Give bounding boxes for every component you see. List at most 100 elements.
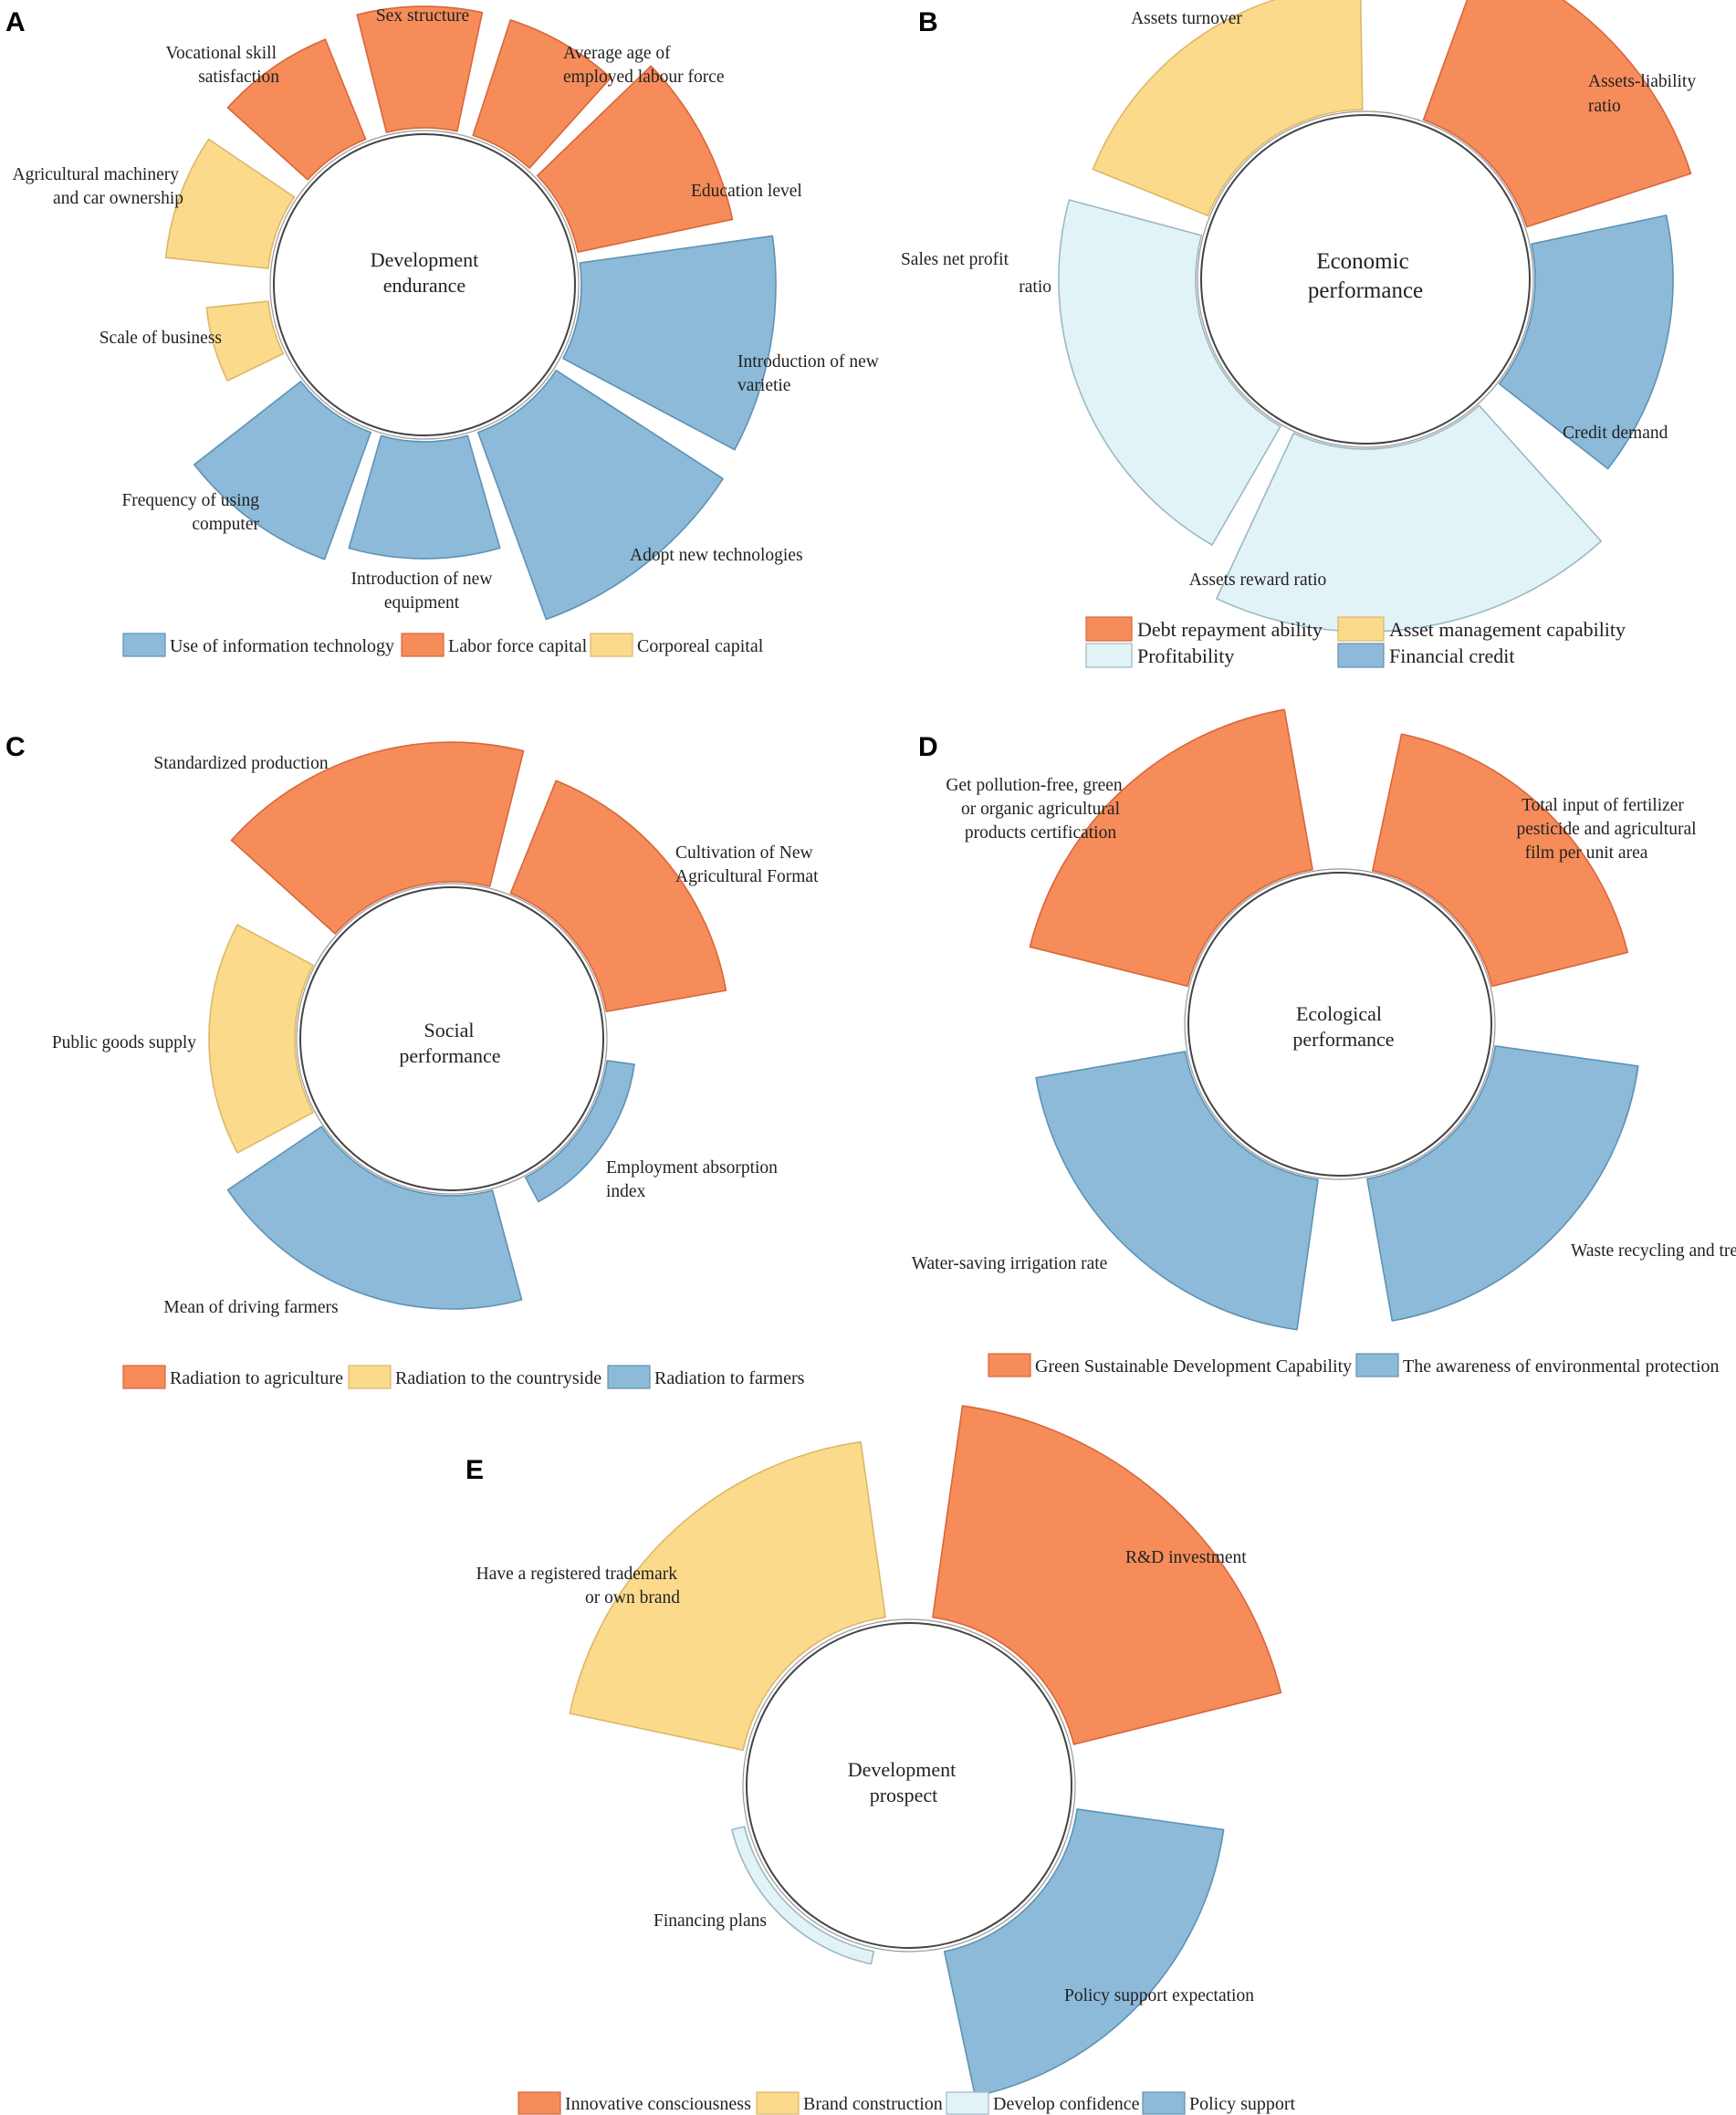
label-employment-1: Employment absorption [606,1158,778,1178]
panel-d: D Ecological performance Total input of … [912,708,1736,1377]
panel-c-letter: C [5,732,26,762]
wedge-scale-of-business [205,300,285,382]
panel-d-letter: D [918,732,938,762]
panel-b-letter: B [918,7,938,37]
panel-d-wedges [1029,708,1639,1331]
legend-a-swatch-2 [401,633,444,657]
legend-b-item-1: Debt repayment ability [1137,618,1323,641]
wedge-cultivation-new-format [509,780,727,1012]
label-fertilizer-1: Total input of fertilizer [1522,796,1684,815]
wedge-credit-demand [1498,215,1674,470]
label-average-age-2: employed labour force [563,68,725,87]
label-scale-of-business: Scale of business [99,329,222,348]
label-computer-2: computer [192,515,259,534]
legend-c-swatch-3 [607,1365,651,1389]
label-vocational-1: Vocational skill [165,44,277,63]
panel-b: B Economic performance Assets-liability … [901,0,1696,668]
panel-a: A Development endurance Sex structure Av… [5,5,879,657]
panel-a-legend: Use of information technology Labor forc… [122,633,764,657]
legend-e-swatch-2 [756,2091,800,2115]
wedge-rd-investment [932,1405,1282,1745]
panel-b-center-ring [1197,110,1534,448]
label-assets-turnover: Assets turnover [1131,9,1242,28]
legend-b-item-3: Profitability [1137,644,1234,667]
label-vocational-2: satisfaction [198,68,279,87]
label-assets-liability-1: Assets-liability [1588,72,1696,91]
wedge-employment-absorption [524,1060,635,1203]
wedge-financing-plans [731,1826,875,1965]
panel-d-center-label-2: performance [1292,1028,1394,1051]
wedge-vocational-skill [226,38,367,181]
panel-e-center-label-1: Development [848,1758,957,1781]
legend-e-item-2: Brand construction [803,2094,943,2114]
legend-d-swatch-2 [1355,1353,1399,1377]
label-employment-2: index [606,1182,646,1201]
wedge-pollution-free-certification [1029,708,1313,988]
legend-c-item-3: Radiation to farmers [654,1368,805,1388]
panel-a-center-ring [269,130,580,440]
label-varietie-1: Introduction of new [737,352,879,372]
wedge-adopt-new-technologies [477,369,724,621]
panel-b-legend: Debt repayment ability Asset management … [1085,616,1626,668]
legend-e-swatch-4 [1142,2091,1186,2115]
legend-c-item-1: Radiation to agriculture [170,1368,343,1388]
wedge-assets-turnover [1092,0,1364,217]
legend-b-swatch-2 [1337,616,1385,642]
legend-a-item-2: Labor force capital [448,636,588,656]
legend-a-swatch-3 [590,633,633,657]
wedge-education-level [536,65,734,253]
panel-e-center-circle [746,1622,1072,1949]
legend-b-swatch-3 [1085,643,1133,668]
wedge-sex-structure [356,5,484,133]
label-pollution-3: products certification [965,823,1116,843]
label-varietie-2: varietie [737,376,790,395]
panel-e-wedges [569,1405,1282,2098]
legend-e-item-4: Policy support [1189,2094,1296,2114]
wedge-policy-support-expectation [943,1808,1225,2098]
panel-c-center-label-1: Social [424,1019,475,1042]
label-trademark-1: Have a registered trademark [476,1565,678,1584]
panel-e-letter: E [465,1455,484,1485]
label-trademark-2: or own brand [585,1588,680,1607]
label-computer-1: Frequency of using [121,491,259,510]
legend-d-swatch-1 [988,1353,1031,1377]
label-machinery-2: and car ownership [53,189,183,208]
label-credit-demand: Credit demand [1563,424,1668,443]
panel-b-center-circle [1200,114,1531,445]
label-financing-plans: Financing plans [654,1911,767,1931]
label-fertilizer-2: pesticide and agricultural [1516,820,1697,839]
label-fertilizer-3: film per unit area [1525,843,1648,863]
wedge-waste-recycling [1366,1045,1639,1322]
legend-e-item-3: Develop confidence [993,2094,1140,2114]
label-sex-structure: Sex structure [376,6,469,26]
label-rd-investment: R&D investment [1125,1548,1247,1567]
label-education-level: Education level [691,182,802,201]
panel-c-center-circle [299,886,604,1191]
legend-e-swatch-3 [946,2091,989,2115]
panel-b-center-label-2: performance [1308,278,1423,303]
legend-b-swatch-4 [1337,643,1385,668]
label-water-saving: Water-saving irrigation rate [912,1254,1108,1273]
legend-e-item-1: Innovative consciousness [565,2094,751,2114]
label-equipment-1: Introduction of new [351,570,493,589]
label-assets-reward-ratio: Assets reward ratio [1189,571,1327,590]
label-adopt-new-technologies: Adopt new technologies [630,546,803,565]
wedge-total-input-fertilizer [1372,733,1629,988]
wedge-mean-driving-farmers [226,1126,523,1310]
legend-c-item-2: Radiation to the countryside [395,1368,601,1388]
legend-b-swatch-1 [1085,616,1133,642]
label-standardized-production: Standardized production [153,754,328,773]
panel-e: E Development prospect R&D investment Po… [465,1405,1296,2115]
panel-b-wedges [1058,0,1692,633]
panel-a-letter: A [5,7,26,37]
label-sales-net-profit-1: Sales net profit [901,250,1009,269]
panel-a-center-label-1: Development [371,248,479,271]
legend-a-swatch-1 [122,633,166,657]
legend-c-swatch-2 [348,1365,392,1389]
panel-a-center-label-2: endurance [383,274,465,297]
panel-b-center-label-1: Economic [1316,249,1408,274]
label-pollution-2: or organic agricultural [961,800,1121,819]
legend-b-item-2: Asset management capability [1389,618,1626,641]
label-cultivation-2: Agricultural Format [675,867,819,886]
